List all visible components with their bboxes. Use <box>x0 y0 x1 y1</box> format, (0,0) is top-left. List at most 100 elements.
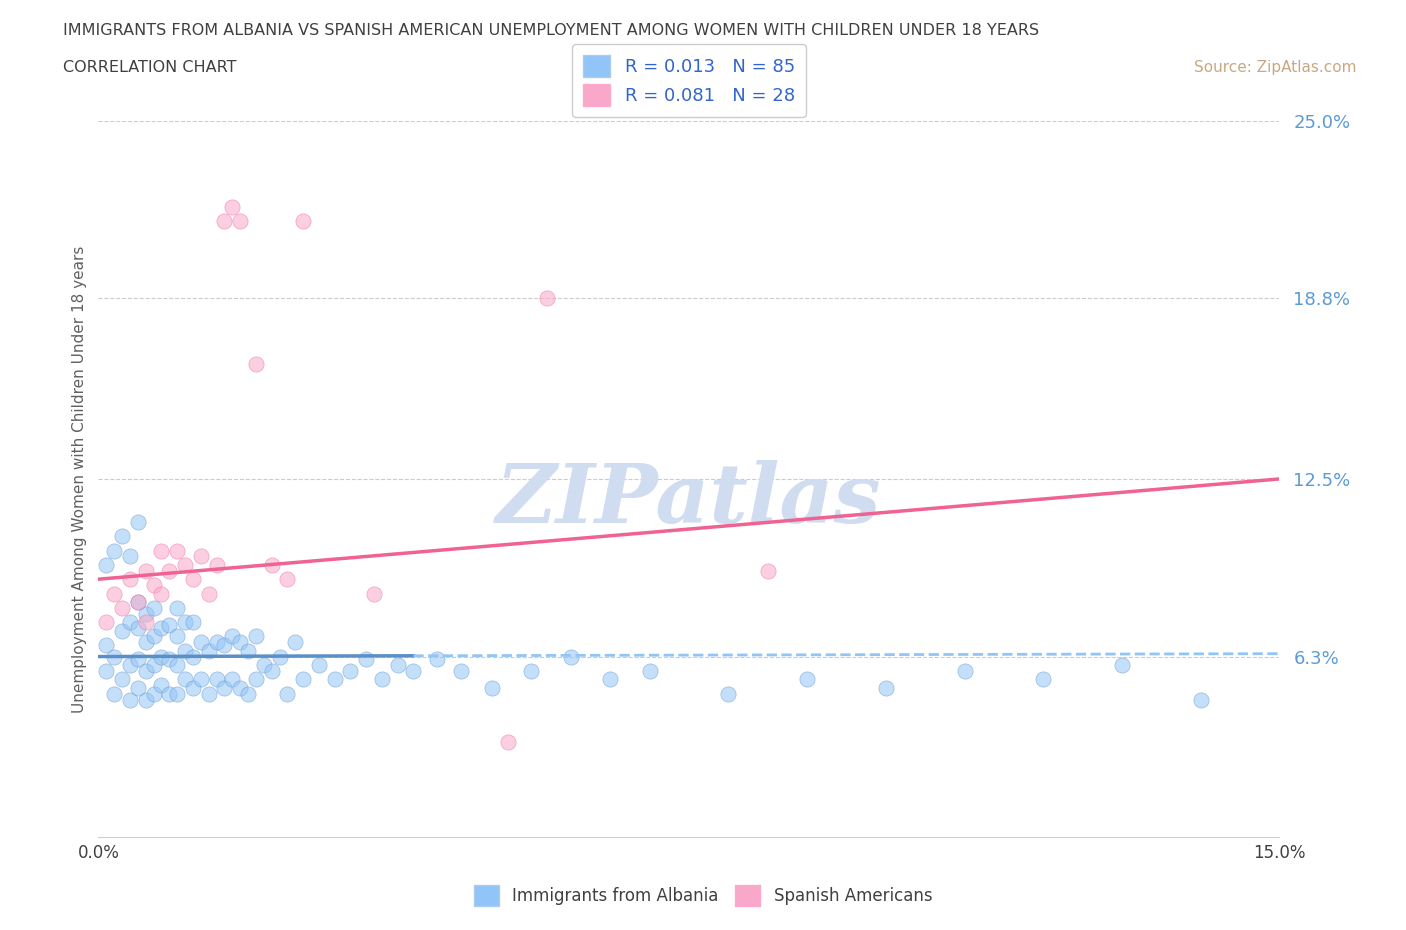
Point <box>166 658 188 672</box>
Point <box>796 672 818 687</box>
Point <box>111 601 134 616</box>
Point <box>245 629 267 644</box>
Point <box>127 620 149 635</box>
Point <box>260 663 283 678</box>
Point <box>96 557 118 572</box>
Point <box>135 692 157 707</box>
Point <box>111 672 134 687</box>
Point <box>1111 658 1133 672</box>
Point <box>118 572 141 587</box>
Point <box>308 658 330 672</box>
Point <box>174 557 197 572</box>
Point <box>103 649 125 664</box>
Point <box>142 578 165 592</box>
Point <box>174 672 197 687</box>
Point <box>127 681 149 696</box>
Point <box>127 514 149 529</box>
Point <box>292 672 315 687</box>
Point <box>118 615 141 630</box>
Point <box>135 663 157 678</box>
Point <box>276 686 298 701</box>
Point <box>756 564 779 578</box>
Point <box>229 681 252 696</box>
Point <box>166 686 188 701</box>
Point <box>245 357 267 372</box>
Point <box>190 635 212 650</box>
Point <box>481 681 503 696</box>
Point <box>118 549 141 564</box>
Point <box>157 686 180 701</box>
Point <box>402 663 425 678</box>
Point <box>717 686 740 701</box>
Point <box>174 644 197 658</box>
Point <box>103 586 125 601</box>
Point <box>142 686 165 701</box>
Point <box>229 214 252 229</box>
Point <box>253 658 276 672</box>
Point <box>214 681 236 696</box>
Point <box>135 615 157 630</box>
Point <box>426 652 449 667</box>
Point <box>363 586 385 601</box>
Point <box>118 658 141 672</box>
Point <box>181 572 204 587</box>
Point <box>135 564 157 578</box>
Point <box>111 529 134 544</box>
Point <box>1189 692 1212 707</box>
Point <box>135 635 157 650</box>
Point <box>323 672 346 687</box>
Point <box>214 214 236 229</box>
Point <box>127 594 149 609</box>
Point <box>221 199 243 214</box>
Point <box>205 672 228 687</box>
Point <box>190 672 212 687</box>
Point <box>150 586 173 601</box>
Point <box>150 543 173 558</box>
Point <box>118 692 141 707</box>
Point <box>181 649 204 664</box>
Point <box>190 549 212 564</box>
Point <box>560 649 582 664</box>
Point <box>96 615 118 630</box>
Point <box>150 649 173 664</box>
Point <box>520 663 543 678</box>
Point <box>135 606 157 621</box>
Point <box>236 686 259 701</box>
Point <box>127 652 149 667</box>
Point <box>157 564 180 578</box>
Point <box>150 620 173 635</box>
Point <box>245 672 267 687</box>
Point <box>371 672 394 687</box>
Point <box>221 629 243 644</box>
Point <box>536 291 558 306</box>
Point <box>205 635 228 650</box>
Point <box>276 572 298 587</box>
Point <box>284 635 307 650</box>
Point <box>339 663 361 678</box>
Text: IMMIGRANTS FROM ALBANIA VS SPANISH AMERICAN UNEMPLOYMENT AMONG WOMEN WITH CHILDR: IMMIGRANTS FROM ALBANIA VS SPANISH AMERI… <box>63 23 1039 38</box>
Point <box>103 686 125 701</box>
Point <box>236 644 259 658</box>
Point <box>127 594 149 609</box>
Point <box>875 681 897 696</box>
Point <box>221 672 243 687</box>
Point <box>166 629 188 644</box>
Point <box>354 652 377 667</box>
Point <box>229 635 252 650</box>
Point <box>292 214 315 229</box>
Point <box>142 629 165 644</box>
Point <box>111 623 134 638</box>
Point <box>174 615 197 630</box>
Legend: Immigrants from Albania, Spanish Americans: Immigrants from Albania, Spanish America… <box>467 879 939 912</box>
Point <box>157 652 180 667</box>
Point <box>166 601 188 616</box>
Y-axis label: Unemployment Among Women with Children Under 18 years: Unemployment Among Women with Children U… <box>72 246 87 712</box>
Point <box>142 601 165 616</box>
Point <box>96 663 118 678</box>
Point <box>197 644 219 658</box>
Point <box>638 663 661 678</box>
Text: ZIPatlas: ZIPatlas <box>496 460 882 540</box>
Text: Source: ZipAtlas.com: Source: ZipAtlas.com <box>1194 60 1357 75</box>
Point <box>953 663 976 678</box>
Point <box>269 649 291 664</box>
